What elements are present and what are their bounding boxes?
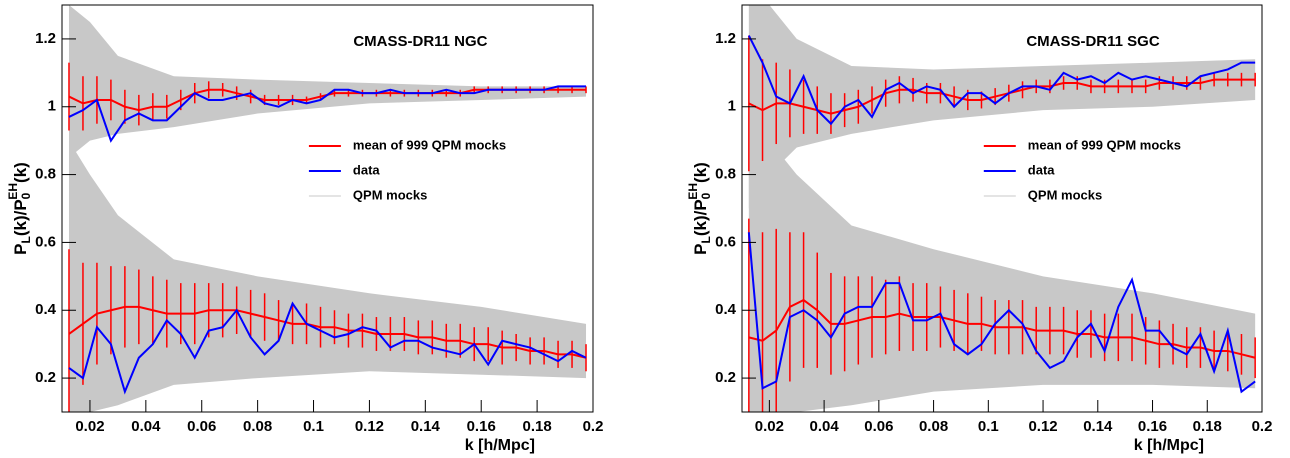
legend-label: mean of 999 QPM mocks [353,137,506,152]
series-line [68,85,587,143]
mock-band [748,106,1256,412]
frame [741,4,1263,413]
y-tick-label: 1 [728,98,736,115]
plot-area [68,5,587,412]
y-axis-label-part: 0 [19,192,33,199]
y-axis-label-part: (k)/P [691,199,710,236]
x-tick-label: 0.12 [355,418,384,435]
x-tick-label: 0.12 [1028,418,1057,435]
y-tick-label: 0.2 [35,369,56,386]
x-tick-label: 0.04 [810,418,840,435]
x-tick-label: 0.2 [1252,418,1273,435]
x-tick-label: 0.14 [411,418,441,435]
x-tick-label: 0.18 [1193,418,1222,435]
y-tick-label: 1.2 [715,30,736,47]
x-tick-label: 0.2 [583,418,604,435]
x-axis-label: k [h/Mpc] [465,437,535,454]
x-tick-label: 0.06 [187,418,216,435]
y-axis-label-part: EH [686,183,700,200]
y-axis-label-part: L [19,236,33,243]
x-tick-label: 0.16 [467,418,496,435]
y-axis-label: PL(k)/P0EH(k) [686,162,713,255]
legend-label: data [1028,162,1056,177]
y-tick-label: 0.6 [715,233,736,250]
y-tick-label: 0.4 [35,301,57,318]
x-tick-label: 0.02 [755,418,784,435]
chart-title: CMASS-DR11 NGC [353,33,487,50]
series-line [747,35,1256,126]
y-axis-label-part: (k)/P [11,199,30,236]
y-tick-label: 0.8 [35,166,56,183]
x-tick-label: 0.08 [243,418,272,435]
y-axis-label-part: (k) [691,162,710,183]
y-axis-label-part: L [699,236,713,243]
y-axis-label-part: P [11,243,30,254]
legend-label: mean of 999 QPM mocks [1028,137,1181,152]
legend: mean of 999 QPM mocks data QPM mocks [308,137,506,202]
mock-band [68,140,587,412]
x-tick-label: 0.06 [864,418,893,435]
legend-label: QPM mocks [1028,187,1102,202]
x-axis-label: k [h/Mpc] [1134,437,1204,454]
x-tick-label: 0.18 [523,418,552,435]
x-tick-label: 0.1 [978,418,999,435]
y-axis-label-part: 0 [699,192,713,199]
x-tick-label: 0.14 [1083,418,1113,435]
x-tick-label: 0.02 [75,418,104,435]
x-tick-label: 0.04 [131,418,161,435]
y-tick-label: 0.2 [715,369,736,386]
legend: mean of 999 QPM mocks data QPM mocks [983,137,1181,202]
y-tick-label: 0.8 [715,166,736,183]
y-axis-label: PL(k)/P0EH(k) [6,162,33,255]
y-axis-label-part: (k) [11,162,30,183]
series-line [747,232,1256,394]
mock-band [68,5,587,158]
chart-title: CMASS-DR11 SGC [1026,33,1160,50]
y-tick-label: 0.4 [715,301,737,318]
y-tick-label: 1 [48,98,56,115]
y-axis-label-part: EH [6,183,20,200]
series-line [68,305,587,359]
x-tick-label: 0.16 [1138,418,1167,435]
y-tick-label: 1.2 [35,30,56,47]
panel: 0.02 0.04 0.06 0.08 0.1 0.12 0.14 0.16 0.18 0.2 0.… [686,4,1273,454]
plot-area [747,5,1256,412]
x-tick-label: 0.08 [919,418,948,435]
y-tick-label: 0.6 [35,233,56,250]
x-tick-label: 0.1 [303,418,324,435]
series-line [68,301,587,395]
legend-label: QPM mocks [353,187,427,202]
legend-label: data [353,162,381,177]
panel: 0.02 0.04 0.06 0.08 0.1 0.12 0.14 0.16 0.18 0.2 0.… [6,4,604,454]
mock-band [748,5,1256,209]
frame [61,4,594,413]
y-axis-label-part: P [691,243,710,254]
